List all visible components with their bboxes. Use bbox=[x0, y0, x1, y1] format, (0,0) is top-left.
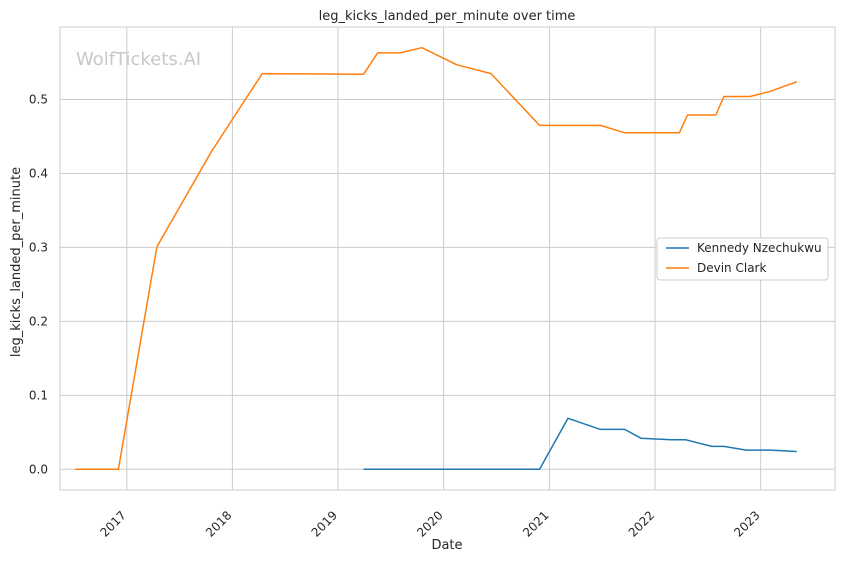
x-tick-label: 2021 bbox=[520, 508, 551, 539]
y-tick-label: 0.2 bbox=[29, 314, 48, 328]
x-tick-label: 2020 bbox=[414, 508, 445, 539]
x-tick-labels: 2017 2018 2019 2020 2021 2022 2023 bbox=[97, 508, 762, 539]
grid bbox=[60, 27, 835, 490]
x-tick-label: 2018 bbox=[203, 508, 234, 539]
y-tick-label: 0.3 bbox=[29, 240, 48, 254]
x-tick-label: 2017 bbox=[97, 508, 128, 539]
watermark: WolfTickets.AI bbox=[76, 49, 201, 70]
legend-box bbox=[656, 237, 829, 281]
chart-title: leg_kicks_landed_per_minute over time bbox=[319, 9, 576, 24]
y-tick-label: 0.5 bbox=[29, 92, 48, 106]
y-tick-label: 0.1 bbox=[29, 388, 48, 402]
legend-label-devin-clark: Devin Clark bbox=[697, 261, 766, 275]
series-line-devin-clark bbox=[75, 46, 798, 471]
x-tick-label: 2019 bbox=[309, 508, 340, 539]
y-tick-labels: 0.0 0.1 0.2 0.3 0.4 0.5 bbox=[29, 92, 48, 476]
legend: Kennedy Nzechukwu Devin Clark bbox=[656, 237, 829, 281]
y-tick-label: 0.4 bbox=[29, 166, 48, 180]
x-axis-label: Date bbox=[431, 538, 462, 553]
legend-label-kennedy-nzechukwu: Kennedy Nzechukwu bbox=[697, 241, 822, 255]
series-layer bbox=[75, 46, 798, 471]
x-tick-label: 2023 bbox=[731, 508, 762, 539]
y-axis-label: leg_kicks_landed_per_minute bbox=[9, 167, 24, 357]
y-tick-label: 0.0 bbox=[29, 462, 48, 476]
x-tick-label: 2022 bbox=[626, 508, 657, 539]
series-line-kennedy-nzechukwu bbox=[363, 417, 797, 471]
